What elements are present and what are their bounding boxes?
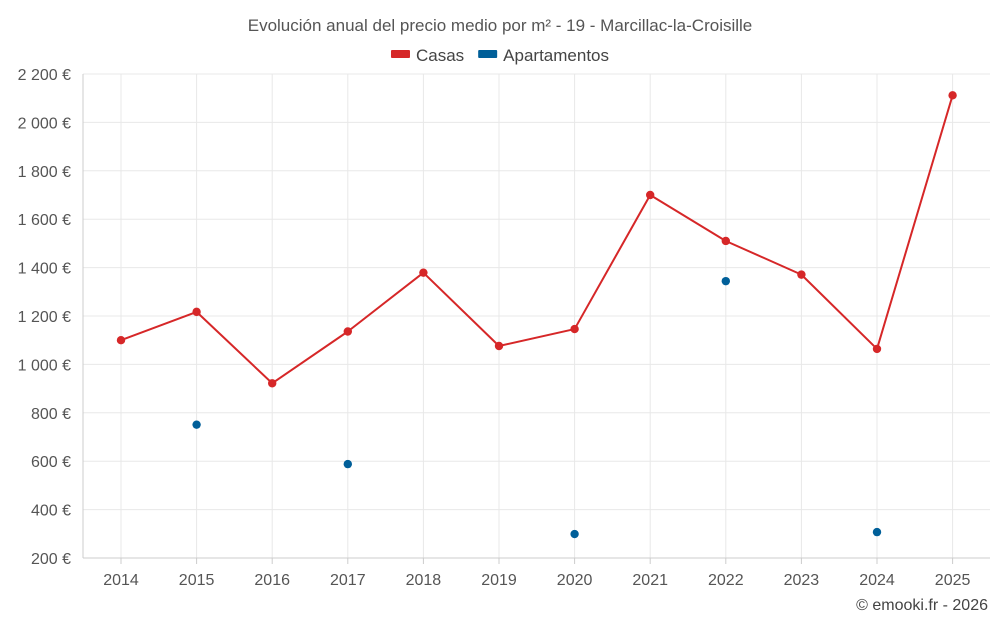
data-point-apartamentos-2024[interactable]: Apartamentos 2024: 307 € (872, 527, 882, 537)
data-point-casas-2022[interactable]: Casas 2022: 1510 € (721, 236, 730, 246)
x-tick-label-2019: 2019 (481, 572, 517, 589)
x-tick-label-2014: 2014 (103, 572, 139, 589)
series-layer: Casas 2014: 1100 € Casas 2015: 1217 € Casa… (116, 91, 957, 539)
legend-swatch-apartamentos (478, 50, 498, 58)
data-point-casas-2014[interactable]: Casas 2014: 1100 € (116, 336, 126, 345)
y-tick-label-1000: 1 000 € (18, 357, 71, 374)
x-tick-label-2020: 2020 (557, 572, 593, 589)
y-tick-label-2000: 2 000 € (18, 115, 71, 132)
data-point-casas-2018[interactable]: Casas 2018: 1379 € (419, 268, 428, 277)
x-tick-label-2018: 2018 (406, 572, 442, 589)
credit-text: © emooki.fr - 2026 (856, 597, 988, 614)
y-tick-label-200: 200 € (31, 551, 71, 568)
y-tick-label-800: 800 € (31, 406, 71, 423)
y-tick-label-1800: 1 800 € (18, 164, 71, 181)
data-point-casas-2024[interactable]: Casas 2024: 1064 € (872, 344, 882, 354)
data-point-casas-2021[interactable]: Casas 2021: 1700 € (646, 190, 655, 200)
data-point-apartamentos-2022[interactable]: Apartamentos 2022: 1344 € (721, 276, 730, 286)
x-tick-label-2017: 2017 (330, 572, 366, 589)
legend-item-apartamentos[interactable]: Apartamentos (478, 46, 609, 65)
x-tick-label-2022: 2022 (708, 572, 744, 589)
x-axis-labels: 2014 2015 2016 2017 2018 2019 2020 2021 2022 2023… (103, 572, 970, 589)
y-tick-label-1200: 1 200 € (18, 309, 71, 326)
legend: Casas Apartamentos (390, 46, 609, 65)
series-casas: Casas 2014: 1100 € Casas 2015: 1217 € Casa… (116, 91, 957, 388)
y-tick-label-1400: 1 400 € (18, 261, 71, 278)
x-tick-label-2021: 2021 (632, 572, 668, 589)
data-point-apartamentos-2017[interactable]: Apartamentos 2017: 588 € (343, 459, 352, 469)
legend-label-casas: Casas (416, 46, 464, 65)
x-tick-label-2024: 2024 (859, 572, 895, 589)
data-point-casas-2023[interactable]: Casas 2023: 1371 € (797, 270, 806, 279)
data-point-casas-2020[interactable]: Casas 2020: 1146 € (570, 324, 579, 334)
y-tick-label-2200: 2 200 € (18, 67, 71, 84)
y-tick-label-600: 600 € (31, 454, 71, 471)
x-tick-label-2016: 2016 (254, 572, 290, 589)
data-point-casas-2025[interactable]: Casas 2025: 2112 € (948, 91, 957, 100)
y-tick-label-400: 400 € (31, 503, 71, 520)
x-tick-label-2025: 2025 (935, 572, 971, 589)
series-apartamentos: Apartamentos 2015: 751 € Apartamentos 201… (192, 276, 882, 539)
data-point-apartamentos-2015[interactable]: Apartamentos 2015: 751 € (192, 420, 201, 429)
x-tick-label-2015: 2015 (179, 572, 215, 589)
data-point-casas-2016[interactable]: Casas 2016: 922 € (268, 379, 277, 388)
legend-swatch-casas (390, 50, 410, 58)
grid (82, 73, 990, 564)
chart-title: Evolución anual del precio medio por m² … (248, 16, 753, 35)
series-line-casas (120, 95, 954, 385)
data-point-apartamentos-2020[interactable]: Apartamentos 2020: 299 € (570, 529, 579, 539)
legend-item-casas[interactable]: Casas (390, 46, 464, 65)
y-tick-label-1600: 1 600 € (18, 212, 71, 229)
y-axis-labels: 200 € 400 € 600 € 800 € 1 000 € 1 200 € 1 400 … (18, 67, 71, 568)
data-point-casas-2019[interactable]: Casas 2019: 1076 € (494, 341, 504, 351)
x-tick-label-2023: 2023 (784, 572, 820, 589)
legend-label-apartamentos: Apartamentos (503, 46, 609, 65)
data-point-casas-2017[interactable]: Casas 2017: 1136 € (343, 327, 352, 336)
data-point-casas-2015[interactable]: Casas 2015: 1217 € (192, 307, 201, 317)
